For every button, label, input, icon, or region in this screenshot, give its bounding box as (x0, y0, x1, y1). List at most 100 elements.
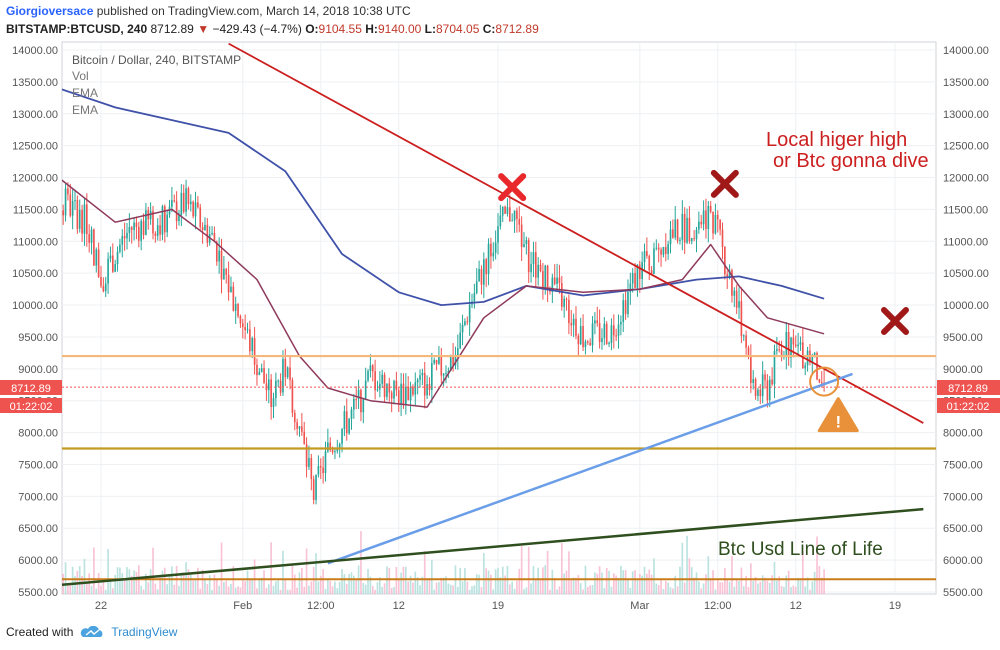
candle-body (693, 238, 695, 240)
candle-body (267, 379, 270, 391)
candle-body (431, 363, 433, 390)
author-link[interactable]: Giorgioversace (6, 4, 94, 18)
x-tick-label: 19 (492, 600, 504, 610)
volume-bar (319, 575, 322, 594)
candle-body (438, 356, 440, 364)
volume-bar (438, 582, 440, 594)
price-tag-left (0, 380, 62, 395)
y-tick-label: 6000.00 (943, 555, 983, 567)
candle-body (768, 379, 771, 401)
candle-body (622, 300, 625, 322)
candle-body (610, 325, 613, 343)
candle-body (702, 210, 705, 225)
volume-bar (303, 586, 306, 594)
candle-body (374, 371, 376, 391)
tradingview-link[interactable]: TradingView (111, 625, 178, 639)
volume-bar (272, 585, 275, 594)
volume-bar (343, 574, 346, 594)
volume-bar (641, 575, 643, 594)
volume-bar (350, 572, 353, 594)
volume-bar (284, 580, 287, 594)
candle-body (504, 206, 506, 214)
candle-body (260, 368, 263, 373)
y-tick-label: 12000.00 (943, 173, 989, 185)
candle-body (598, 323, 601, 343)
candle-body (173, 200, 176, 202)
candle-body (76, 200, 79, 229)
candle-body (277, 380, 280, 382)
volume-bar (355, 580, 358, 594)
candle-body (130, 227, 133, 230)
candle-body (700, 221, 703, 225)
candle-body (312, 479, 315, 500)
y-tick-label: 6500.00 (18, 523, 58, 535)
candle-body (135, 222, 138, 227)
volume-bar (643, 566, 646, 594)
candle-body (256, 364, 258, 376)
close-label: C: (482, 22, 496, 36)
candle-body (679, 239, 681, 241)
volume-bar (733, 586, 736, 594)
candle-body (345, 411, 348, 434)
candle-body (111, 255, 114, 272)
candle-body (282, 358, 284, 393)
volume-bar (279, 589, 282, 594)
timer-tag-left (0, 398, 62, 413)
candle-body (46, 167, 48, 170)
candle-body (811, 357, 814, 363)
candle-body (246, 329, 249, 331)
volume-bar (572, 577, 575, 594)
y-tick-label: 12500.00 (12, 141, 58, 153)
candle-body (322, 467, 324, 474)
volume-bar (345, 583, 348, 594)
x-tick-label: 12:00 (307, 600, 335, 610)
y-tick-label: 8000.00 (18, 428, 58, 440)
volume-bar (163, 567, 166, 594)
candle-body (690, 238, 693, 242)
candle-body (433, 360, 436, 364)
candle-body (104, 283, 107, 292)
volume-bar (605, 567, 608, 594)
candle-body (761, 374, 764, 397)
candle-body (213, 232, 216, 242)
volume-bar (608, 570, 610, 594)
volume-bar (256, 588, 258, 594)
candle-body (657, 247, 660, 250)
candle-body (787, 331, 790, 358)
volume-bar (563, 573, 565, 594)
candle-body (395, 380, 398, 391)
legend-ema-1: EMA (72, 86, 98, 100)
volume-bar (405, 566, 407, 594)
volume-bar (553, 577, 556, 594)
candle-body (223, 268, 225, 280)
volume-bar (90, 585, 93, 594)
candle-body (799, 342, 802, 345)
volume-bar (246, 570, 249, 594)
candle-body (296, 422, 298, 429)
volume-bar (612, 573, 615, 594)
volume-bar (69, 583, 72, 594)
candle-body (449, 356, 452, 371)
volume-bar (586, 587, 589, 594)
volume-bar (549, 589, 551, 594)
candle-body (34, 185, 36, 197)
candle-body (409, 386, 412, 401)
y-tick-label: 7500.00 (943, 459, 983, 471)
candle-body (284, 358, 287, 378)
volume-bar (504, 575, 506, 594)
y-tick-label: 12500.00 (943, 141, 989, 153)
candle-body (386, 383, 388, 397)
candle-body (707, 205, 710, 229)
candle-body (315, 474, 317, 500)
volume-bar (149, 569, 152, 594)
volume-bar (400, 572, 402, 594)
volume-bar (449, 584, 452, 594)
volume-bar (714, 589, 717, 594)
volume-bar (315, 553, 317, 594)
volume-bar (657, 585, 660, 594)
volume-bar (317, 581, 320, 594)
y-tick-label: 14000.00 (12, 45, 58, 57)
volume-bar (516, 580, 518, 594)
volume-bar (676, 586, 679, 594)
price-chart[interactable]: 5500.00 5500.00 6000.00 6000.00 6500.00 6500.… (0, 0, 1000, 610)
